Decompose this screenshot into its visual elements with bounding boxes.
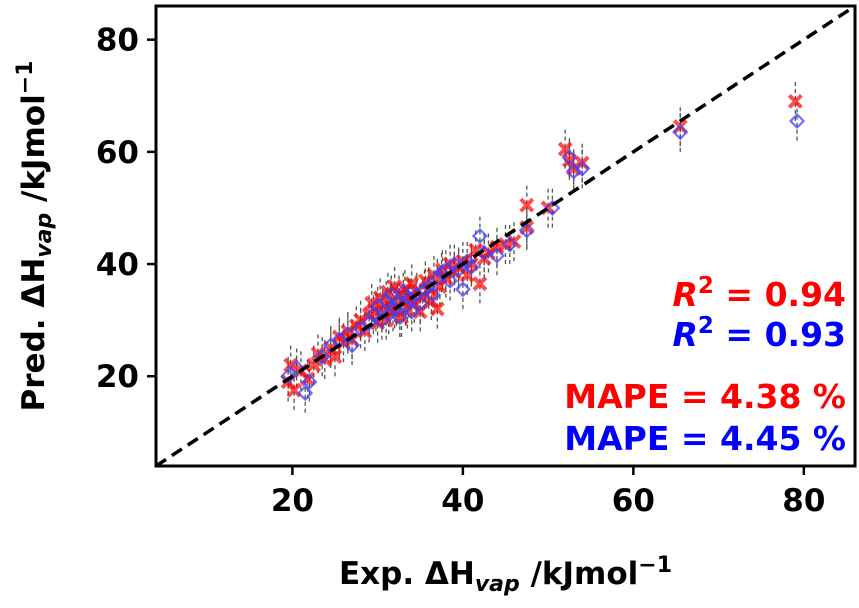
data-point-red-x [429, 301, 445, 317]
data-point-red-x [787, 93, 803, 109]
data-point-blue-diamond [412, 295, 429, 312]
data-point-red-x [364, 295, 380, 311]
data-point-blue-diamond [672, 124, 689, 141]
data-point-red-x [472, 276, 488, 292]
data-point-red-x [519, 197, 535, 213]
y-tick-label: 40 [96, 247, 139, 283]
error-bars [287, 81, 798, 413]
data-point-blue-diamond [501, 236, 518, 253]
y-tick-label: 20 [96, 359, 139, 395]
r2-blue-annotation: R2 = 0.93 [673, 313, 847, 354]
metrics-annotations: R2 = 0.94 R2 = 0.93 MAPE = 4.38 % MAPE =… [564, 273, 846, 458]
data-point-blue-diamond [488, 247, 506, 264]
mape-blue-annotation: MAPE = 4.45 % [564, 419, 846, 458]
mape-red-annotation: MAPE = 4.38 % [564, 377, 846, 416]
parity-line [155, 4, 856, 468]
series-blue-diamond-markers [280, 112, 806, 402]
data-point-blue-diamond [788, 112, 806, 130]
y-tick-label: 60 [96, 135, 139, 171]
data-point-blue-diamond [518, 222, 535, 239]
data-point-blue-diamond [424, 286, 442, 303]
data-point-blue-diamond [301, 373, 318, 390]
data-point-blue-diamond [463, 258, 480, 275]
data-point-red-x [286, 382, 302, 398]
data-point-blue-diamond [471, 227, 488, 245]
data-point-red-x [283, 357, 299, 373]
data-point-blue-diamond [476, 244, 493, 261]
data-point-blue-diamond [391, 309, 408, 326]
data-point-blue-diamond [565, 163, 582, 180]
data-point-blue-diamond [314, 348, 331, 365]
x-axis-label: Exp. ΔHvap /kJmol−1 [339, 553, 672, 597]
r2-red-annotation: R2 = 0.94 [673, 273, 847, 314]
x-tick-label: 20 [271, 483, 314, 519]
data-point-blue-diamond [454, 281, 471, 298]
x-tick-label: 40 [441, 483, 484, 519]
data-point-blue-diamond [442, 272, 459, 289]
data-point-blue-diamond [344, 337, 361, 354]
data-point-blue-diamond [429, 270, 446, 287]
data-point-red-x [557, 141, 573, 157]
data-point-blue-diamond [561, 149, 578, 166]
y-axis-ticks: 20 40 60 80 [96, 23, 156, 395]
y-tick-label: 80 [96, 23, 139, 59]
data-point-blue-diamond [389, 295, 406, 312]
data-point-blue-diamond [450, 261, 467, 278]
data-point-red-x [412, 304, 428, 320]
data-point-blue-diamond [297, 385, 314, 402]
x-tick-label: 80 [782, 483, 825, 519]
data-point-blue-diamond [574, 160, 591, 177]
x-tick-label: 60 [612, 483, 655, 519]
data-point-blue-diamond [288, 359, 305, 376]
x-axis-ticks: 20 40 60 80 [271, 466, 825, 519]
plot-frame [154, 4, 857, 468]
data-point-blue-diamond [544, 199, 561, 217]
data-point-blue-diamond [403, 303, 420, 320]
y-axis-label: Pred. ΔHvap /kJmol−1 [13, 61, 57, 412]
data-point-blue-diamond [433, 264, 450, 281]
data-point-blue-diamond [378, 292, 395, 309]
data-point-blue-diamond [280, 368, 297, 385]
